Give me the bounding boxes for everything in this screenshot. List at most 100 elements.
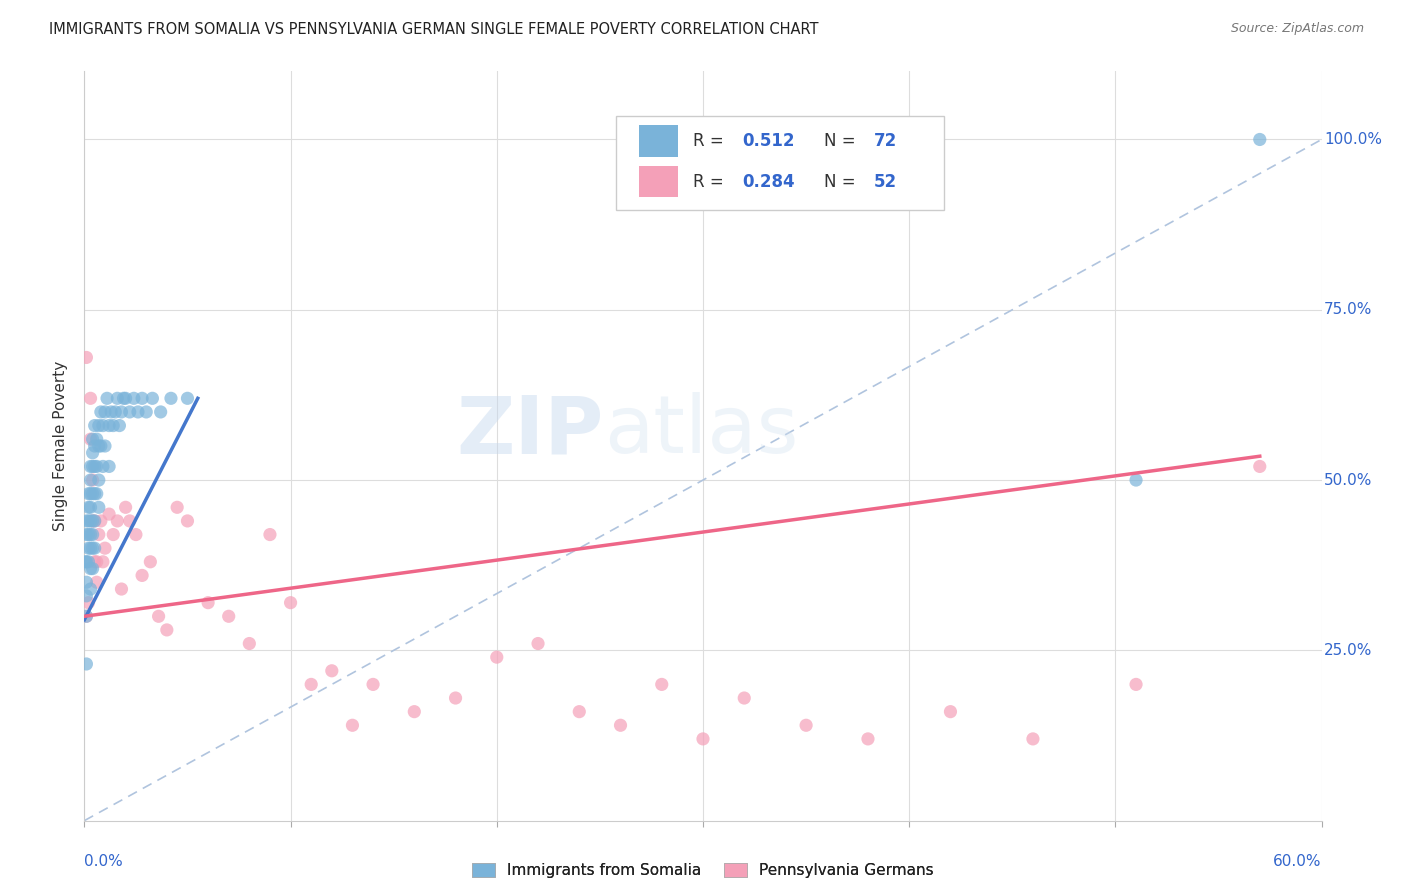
Point: [160, 392, 183, 406]
Point: [91, 555, 114, 569]
FancyBboxPatch shape: [616, 116, 945, 210]
Point: [105, 514, 128, 528]
Point: [87, 500, 110, 515]
Point: [125, 527, 148, 541]
Point: [79, 473, 101, 487]
Point: [1249, 132, 1271, 146]
Point: [1125, 677, 1147, 691]
Text: R =: R =: [693, 172, 730, 191]
Point: [77, 486, 100, 500]
Legend: Immigrants from Somalia, Pennsylvania Germans: Immigrants from Somalia, Pennsylvania Ge…: [465, 857, 941, 884]
Point: [83, 486, 105, 500]
Text: atlas: atlas: [605, 392, 799, 470]
Point: [103, 527, 125, 541]
Text: 75.0%: 75.0%: [1324, 302, 1372, 318]
Point: [75, 575, 97, 590]
Text: 52: 52: [873, 172, 897, 191]
Point: [83, 439, 105, 453]
Point: [75, 609, 97, 624]
Point: [90, 405, 112, 419]
Point: [135, 405, 157, 419]
Point: [127, 405, 149, 419]
Point: [83, 541, 105, 556]
Point: [91, 418, 114, 433]
Point: [77, 541, 100, 556]
Point: [87, 439, 110, 453]
Point: [83, 514, 105, 528]
Point: [114, 392, 136, 406]
Point: [485, 650, 508, 665]
Text: 100.0%: 100.0%: [1324, 132, 1382, 147]
Point: [321, 664, 343, 678]
Point: [112, 392, 135, 406]
Point: [91, 459, 114, 474]
Point: [82, 527, 104, 541]
Point: [75, 555, 97, 569]
Point: [114, 500, 136, 515]
Y-axis label: Single Female Poverty: Single Female Poverty: [53, 361, 69, 531]
Point: [118, 405, 141, 419]
Point: [444, 691, 467, 706]
Point: [110, 405, 132, 419]
FancyBboxPatch shape: [638, 125, 678, 157]
Point: [342, 718, 364, 732]
Point: [86, 486, 108, 500]
Point: [259, 527, 281, 541]
Point: [404, 705, 426, 719]
Point: [939, 705, 962, 719]
Point: [90, 514, 112, 528]
Point: [141, 392, 163, 406]
Text: 0.512: 0.512: [742, 132, 794, 150]
Point: [94, 439, 117, 453]
Point: [94, 541, 117, 556]
Point: [651, 677, 673, 691]
Point: [77, 500, 100, 515]
Point: [79, 561, 101, 575]
Point: [86, 575, 108, 590]
Point: [86, 555, 108, 569]
Point: [79, 500, 101, 515]
Text: IMMIGRANTS FROM SOMALIA VS PENNSYLVANIA GERMAN SINGLE FEMALE POVERTY CORRELATION: IMMIGRANTS FROM SOMALIA VS PENNSYLVANIA …: [49, 22, 818, 37]
Point: [692, 731, 714, 746]
Point: [75, 514, 97, 528]
Point: [87, 473, 110, 487]
Point: [238, 636, 260, 650]
Point: [568, 705, 591, 719]
Point: [87, 418, 110, 433]
Text: 0.0%: 0.0%: [84, 855, 124, 870]
Point: [98, 459, 121, 474]
Point: [86, 459, 108, 474]
Point: [609, 718, 631, 732]
Point: [79, 392, 101, 406]
Point: [82, 486, 104, 500]
Point: [79, 527, 101, 541]
Point: [79, 459, 101, 474]
Point: [82, 446, 104, 460]
Point: [75, 609, 97, 624]
Text: 60.0%: 60.0%: [1274, 855, 1322, 870]
Text: N =: N =: [824, 132, 860, 150]
Point: [1125, 473, 1147, 487]
Point: [166, 500, 188, 515]
Point: [176, 392, 198, 406]
Point: [110, 582, 132, 596]
Point: [794, 718, 817, 732]
Point: [83, 418, 105, 433]
Point: [527, 636, 550, 650]
Point: [79, 486, 101, 500]
Point: [86, 432, 108, 446]
Point: [75, 657, 97, 671]
Point: [77, 596, 100, 610]
Point: [148, 609, 170, 624]
Point: [79, 514, 101, 528]
Point: [75, 555, 97, 569]
Point: [75, 527, 97, 541]
Point: [131, 568, 153, 582]
Point: [75, 351, 97, 365]
Point: [82, 432, 104, 446]
Text: R =: R =: [693, 132, 730, 150]
Point: [79, 541, 101, 556]
Point: [361, 677, 384, 691]
Point: [122, 392, 145, 406]
Point: [131, 392, 153, 406]
